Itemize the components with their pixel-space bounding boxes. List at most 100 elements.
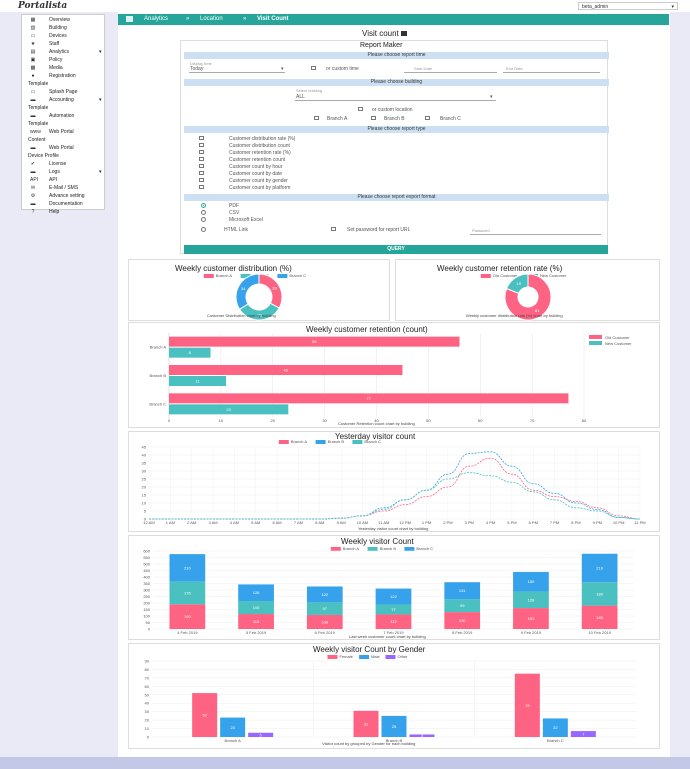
user-select[interactable]: beta_admin ▾ bbox=[578, 2, 678, 10]
start-date-input[interactable]: Start Date bbox=[414, 66, 433, 71]
sidebar-item[interactable]: ▭ Splash Page bbox=[22, 89, 106, 96]
report-type-checkbox[interactable] bbox=[199, 178, 204, 182]
report-type-checkbox[interactable] bbox=[199, 157, 204, 161]
segment-branch-b bbox=[513, 571, 549, 592]
display-time-select[interactable]: Today bbox=[190, 66, 204, 72]
chevron-down-icon[interactable]: ▾ bbox=[99, 169, 102, 175]
report-type-checkbox[interactable] bbox=[199, 143, 204, 147]
sidebar-item[interactable]: ▥ Building bbox=[22, 25, 106, 32]
legend-swatch bbox=[359, 655, 370, 659]
app-logo[interactable]: Portalista bbox=[18, 1, 68, 11]
x-tick-label: 4 Feb 2019 bbox=[177, 630, 198, 635]
sidebar-item-label: Registration bbox=[49, 73, 76, 79]
segment-branch-b bbox=[375, 588, 412, 605]
custom-time-checkbox[interactable] bbox=[311, 66, 316, 70]
section-report-type: Please choose report type bbox=[184, 126, 609, 133]
format-html-radio[interactable] bbox=[201, 227, 206, 232]
sidebar-item[interactable]: ▬ Automation bbox=[22, 113, 106, 120]
sidebar-item[interactable]: API API bbox=[22, 177, 106, 184]
breadcrumb-location[interactable]: Location bbox=[200, 16, 223, 22]
sidebar-item[interactable]: ⚙ Advance setting bbox=[22, 193, 106, 200]
bar-label: 180 bbox=[596, 615, 603, 620]
sidebar-item[interactable]: ✉ E-Mail / SMS bbox=[22, 185, 106, 192]
y-tick-label: Branch A bbox=[150, 345, 167, 350]
custom-location-label: or custom location bbox=[372, 107, 413, 113]
sidebar-item-label: Accounting bbox=[49, 97, 74, 103]
chevron-down-icon: ▾ bbox=[281, 66, 284, 72]
y-tick-label: 20 bbox=[142, 485, 147, 490]
end-date-input[interactable]: End Date bbox=[506, 66, 523, 71]
sidebar-item[interactable]: ▬ Web Portal bbox=[22, 145, 106, 152]
y-tick-label: 200 bbox=[143, 601, 150, 606]
retention-rate-chart: Old Customer New Customer 81 19 bbox=[480, 273, 567, 321]
branch-a-checkbox[interactable] bbox=[314, 116, 319, 120]
legend-label: Branch A bbox=[343, 546, 360, 551]
sidebar-item-label: API bbox=[49, 177, 58, 183]
sidebar-item[interactable]: ▬ Accounting ▾ bbox=[22, 97, 106, 104]
bar-male bbox=[542, 718, 568, 737]
sidebar-item[interactable]: ★ Staff bbox=[22, 41, 106, 48]
password-checkbox[interactable] bbox=[331, 227, 336, 231]
password-input[interactable]: Password bbox=[472, 228, 490, 233]
report-type-checkbox[interactable] bbox=[199, 164, 204, 168]
report-type-checkbox[interactable] bbox=[199, 136, 204, 140]
segment-branch-a bbox=[306, 614, 343, 629]
sidebar-item[interactable]: ▩ Media bbox=[22, 65, 106, 72]
chevron-down-icon[interactable]: ▾ bbox=[99, 97, 102, 103]
y-tick-label: 0 bbox=[147, 735, 150, 740]
sidebar-item[interactable]: ● Registration bbox=[22, 73, 106, 80]
format-excel-radio[interactable] bbox=[201, 217, 206, 222]
sidebar-item[interactable]: ? Help bbox=[22, 209, 106, 216]
y-tick-label: 350 bbox=[143, 581, 150, 586]
bar-label: 131 bbox=[459, 588, 466, 593]
bar-label: 45 bbox=[283, 368, 288, 373]
legend-label: Male bbox=[371, 654, 380, 659]
sidebar-item[interactable]: ▬ Documentation bbox=[22, 201, 106, 208]
sidebar-item[interactable]: ▬ Logs ▾ bbox=[22, 169, 106, 176]
x-tick-label: 10 AM bbox=[357, 520, 368, 525]
breadcrumb-analytics[interactable]: Analytics bbox=[144, 16, 169, 22]
menu-icon[interactable] bbox=[126, 16, 133, 22]
api-icon: API bbox=[30, 177, 39, 183]
legend-swatch bbox=[589, 341, 602, 345]
report-type-checkbox[interactable] bbox=[199, 171, 204, 175]
portal-icon: ▬ bbox=[30, 145, 36, 151]
y-tick-label: 50 bbox=[146, 620, 151, 625]
legend-label: Old Customer bbox=[605, 335, 630, 340]
segment-branch-b bbox=[169, 554, 206, 582]
sidebar-item-label: Analytics bbox=[49, 49, 70, 55]
report-type-checkbox[interactable] bbox=[199, 150, 204, 154]
line-branch-b bbox=[148, 451, 641, 520]
legend-swatch bbox=[589, 335, 602, 339]
right-background bbox=[670, 12, 690, 757]
sidebar-item[interactable]: ▣ Policy bbox=[22, 57, 106, 64]
sidebar-item[interactable]: ▤ Analytics ▾ bbox=[22, 49, 106, 56]
x-tick-label: 10 bbox=[219, 418, 224, 423]
segment-branch-c bbox=[375, 604, 412, 615]
report-type-checkbox[interactable] bbox=[199, 185, 204, 189]
x-tick-label: 70 bbox=[530, 418, 535, 423]
legend-label: Other bbox=[398, 654, 409, 659]
bar-female bbox=[353, 710, 379, 737]
line-branch-a bbox=[148, 457, 641, 520]
building-select[interactable]: ALL bbox=[296, 94, 305, 100]
branch-c-label: Branch C bbox=[440, 116, 461, 122]
x-tick-label: 1 PM bbox=[422, 520, 431, 525]
y-tick-label: 50 bbox=[145, 692, 150, 697]
sidebar-item[interactable]: ▦ Overview bbox=[22, 17, 106, 24]
format-csv-radio[interactable] bbox=[201, 210, 206, 215]
sidebar-item[interactable]: ▭ Devices bbox=[22, 33, 106, 40]
format-pdf-radio[interactable] bbox=[201, 203, 206, 208]
custom-location-checkbox[interactable] bbox=[358, 107, 363, 111]
branch-b-checkbox[interactable] bbox=[371, 116, 376, 120]
report-type-label: Customer retention count bbox=[229, 157, 286, 163]
settings-icon: ⚙ bbox=[30, 193, 36, 199]
branch-a-label: Branch A bbox=[327, 116, 348, 122]
chevron-down-icon[interactable]: ▾ bbox=[99, 49, 102, 55]
branch-c-checkbox[interactable] bbox=[425, 116, 430, 120]
query-button[interactable]: QUERY bbox=[184, 245, 608, 254]
sidebar-item[interactable]: www Web Portal bbox=[22, 129, 106, 136]
legend-swatch bbox=[240, 274, 251, 278]
sidebar-item[interactable]: ✔ License bbox=[22, 161, 106, 168]
